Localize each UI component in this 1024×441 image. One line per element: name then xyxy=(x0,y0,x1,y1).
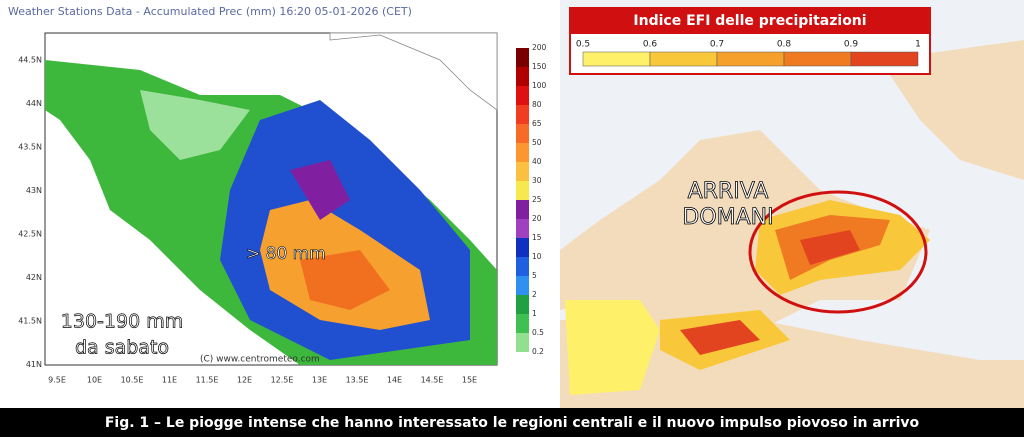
efi-field xyxy=(800,230,860,265)
lat-label: 42N xyxy=(26,273,42,282)
lat-label: 42.5N xyxy=(18,230,42,239)
colorbar-swatch xyxy=(516,276,529,295)
colorbar-label: 0.2 xyxy=(532,347,544,356)
efi-swatch xyxy=(716,51,785,67)
arriva-annotation: DOMANI xyxy=(682,205,773,230)
colorbar-label: 5 xyxy=(532,271,537,280)
colorbar-swatch xyxy=(516,238,529,257)
lat-label: 43.5N xyxy=(18,143,42,152)
colorbar-swatch xyxy=(516,295,529,314)
efi-field xyxy=(565,300,660,395)
colorbar-label: 15 xyxy=(532,233,542,242)
lon-label: 14E xyxy=(387,376,402,385)
efi-label: 0.5 xyxy=(576,40,590,50)
efi-legend-header xyxy=(570,8,930,34)
lon-label: 13.5E xyxy=(346,376,369,385)
efi-field xyxy=(680,320,760,355)
colorbar-swatch xyxy=(516,219,529,238)
colorbar-swatch xyxy=(516,124,529,143)
lat-label: 41.5N xyxy=(18,317,42,326)
colorbar-swatch xyxy=(516,200,529,219)
caption-bar xyxy=(0,408,1024,437)
colorbar-swatch xyxy=(516,162,529,181)
colorbar-label: 1 xyxy=(532,309,537,318)
light-rain xyxy=(140,90,250,160)
lat-label: 44.5N xyxy=(18,56,42,65)
efi-legend: 0.5 0.6 0.7 0.8 0.9 1 xyxy=(576,40,921,67)
colorbar-swatch xyxy=(516,48,529,67)
efi-swatch xyxy=(850,51,919,67)
efi-swatch xyxy=(582,51,651,67)
rain-purple xyxy=(290,160,350,220)
lon-label: 9.5E xyxy=(48,376,66,385)
highlight-ellipse xyxy=(748,190,928,314)
colorbar-label: 65 xyxy=(532,119,542,128)
lon-label: 15E xyxy=(462,376,477,385)
lat-label: 41N xyxy=(26,360,42,369)
lon-label: 10E xyxy=(87,376,102,385)
lon-label: 10.5E xyxy=(121,376,144,385)
lon-label: 11E xyxy=(162,376,177,385)
colorbar-swatch xyxy=(516,333,529,352)
colorbar-swatch xyxy=(516,105,529,124)
total-annotation: 130-190 mm xyxy=(61,311,183,333)
colorbar-label: 2 xyxy=(532,290,537,299)
colorbar-swatch xyxy=(516,67,529,86)
efi-label: 1 xyxy=(915,40,921,50)
lon-label: 14.5E xyxy=(421,376,444,385)
lat-labels: 44.5N 44N 43.5N 43N 42.5N 42N 41.5N 41N xyxy=(18,56,42,370)
lon-label: 12E xyxy=(237,376,252,385)
lon-label: 12.5E xyxy=(271,376,294,385)
colorbar-swatch xyxy=(516,257,529,276)
colorbar-swatch xyxy=(516,314,529,333)
arriva-annotation: ARRIVA xyxy=(688,179,769,204)
colorbar-label: 30 xyxy=(532,176,542,185)
colorbar-swatch xyxy=(516,86,529,105)
credit: (C) www.centrometeo.com xyxy=(200,355,320,365)
lat-label: 43N xyxy=(26,186,42,195)
efi-swatch xyxy=(783,51,852,67)
peak-annotation: > 80 mm xyxy=(246,244,326,264)
map-title: Weather Stations Data - Accumulated Prec… xyxy=(8,5,412,18)
colorbar-label: 10 xyxy=(532,252,542,261)
efi-swatch xyxy=(649,51,718,67)
efi-label: 0.8 xyxy=(777,40,792,50)
colorbar-label: 20 xyxy=(532,214,542,223)
lat-label: 44N xyxy=(26,99,42,108)
colorbar-label: 50 xyxy=(532,138,542,147)
total-annotation: da sabato xyxy=(75,337,169,359)
lon-label: 11.5E xyxy=(196,376,219,385)
colorbar-label: 100 xyxy=(532,81,547,90)
iberia-land xyxy=(560,130,930,350)
colorbar: 200 150 100 80 65 50 40 30 25 20 15 10 5 2 1 0.5 0.2 xyxy=(516,43,547,356)
lon-labels: 9.5E 10E 10.5E 11E 11.5E 12E 12.5E 13E 13.5E 14E 1… xyxy=(48,376,477,385)
colorbar-label: 80 xyxy=(532,100,542,109)
caption: Fig. 1 – Le piogge intense che hanno int… xyxy=(105,415,920,431)
efi-label: 0.9 xyxy=(844,40,859,50)
colorbar-label: 200 xyxy=(532,43,547,52)
colorbar-label: 0.5 xyxy=(532,328,544,337)
efi-label: 0.6 xyxy=(643,40,658,50)
colorbar-swatch xyxy=(516,181,529,200)
efi-legend-title: Indice EFI delle precipitazioni xyxy=(633,13,866,29)
lon-label: 13E xyxy=(312,376,327,385)
croatia-coast xyxy=(329,32,498,111)
colorbar-label: 25 xyxy=(532,195,542,204)
colorbar-swatch xyxy=(516,143,529,162)
rain-red xyxy=(300,250,390,310)
colorbar-label: 40 xyxy=(532,157,542,166)
colorbar-label: 150 xyxy=(532,62,547,71)
efi-label: 0.7 xyxy=(710,40,724,50)
